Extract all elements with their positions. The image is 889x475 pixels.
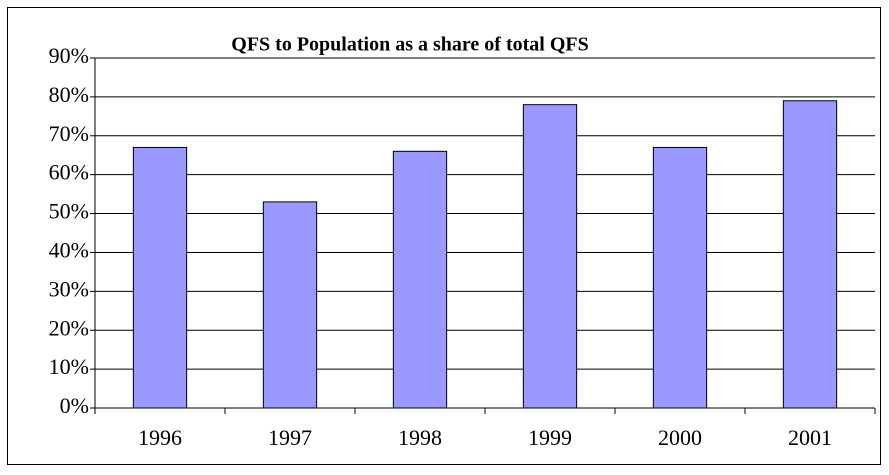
y-tick-label: 0% [60, 393, 89, 418]
x-tick-label: 1999 [528, 425, 572, 450]
bar [132, 146, 188, 409]
x-tick-label: 1996 [138, 425, 182, 450]
y-tick-label: 40% [49, 237, 89, 262]
y-tick-label: 30% [49, 276, 89, 301]
y-tick-label: 60% [49, 160, 89, 185]
y-tick-label: 50% [49, 199, 89, 224]
y-tick-label: 20% [49, 315, 89, 340]
y-tick-label: 10% [49, 354, 89, 379]
chart-title: QFS to Population as a share of total QF… [231, 34, 588, 56]
x-tick-label: 2001 [788, 425, 832, 450]
y-tick-label: 80% [49, 82, 89, 107]
bar [652, 146, 708, 409]
x-tick-label: 2000 [658, 425, 702, 450]
x-tick-label: 1998 [398, 425, 442, 450]
bar [782, 100, 838, 409]
y-tick-label: 90% [49, 43, 89, 68]
bar [522, 104, 578, 409]
bar [392, 150, 448, 409]
bar [262, 201, 318, 409]
x-tick-label: 1997 [268, 425, 312, 450]
y-tick-label: 70% [49, 121, 89, 146]
